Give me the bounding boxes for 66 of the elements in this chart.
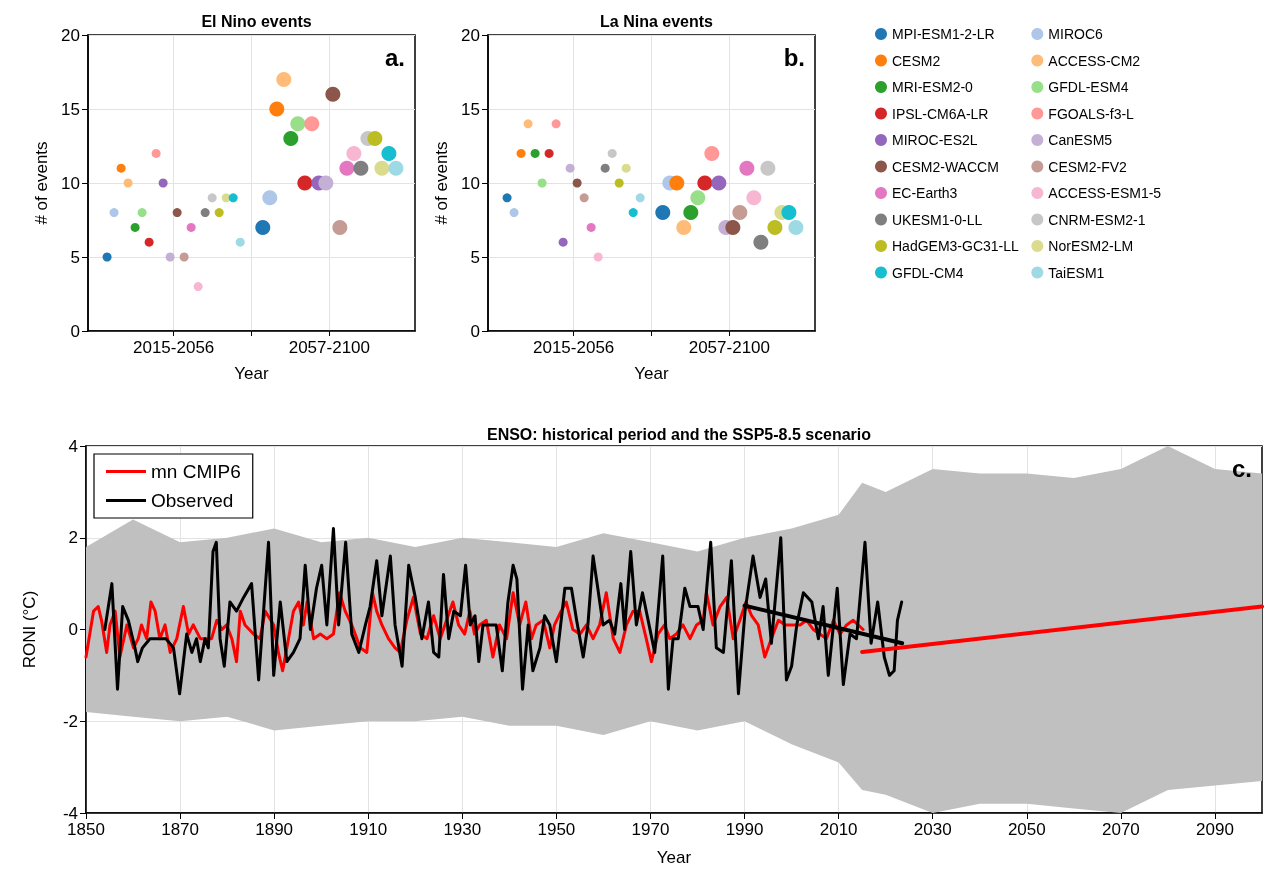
y-tick-label: 15 — [461, 99, 480, 119]
legend-label: mn CMIP6 — [151, 461, 241, 482]
chart-title: ENSO: historical period and the SSP5-8.5 scenario — [486, 425, 872, 443]
legend-label: ACCESS-CM2 — [1048, 52, 1141, 69]
x-tick-label: 2070 — [1101, 820, 1140, 839]
y-tick-label: 2 — [68, 528, 78, 548]
annotation: a. — [384, 43, 405, 71]
y-tick-label: 20 — [61, 25, 80, 45]
y-tick-label: 0 — [70, 321, 80, 341]
x-tick-label: 1890 — [255, 820, 294, 839]
legend-label: MPI-ESM1-2-LR — [892, 26, 995, 42]
legend-label: MIROC6 — [1048, 26, 1103, 42]
y-tick-label: 0 — [470, 321, 480, 341]
y-tick-label: 4 — [68, 436, 78, 456]
y-tick-label: 5 — [70, 247, 80, 267]
annotation: c. — [1231, 454, 1252, 482]
legend-label: EC-Earth3 — [892, 185, 958, 201]
annotation: b. — [783, 43, 805, 71]
legend-label: NorESM2-LM — [1048, 238, 1134, 254]
x-tick-label: 2057-2100 — [688, 338, 771, 357]
x-tick-label: 2057-2100 — [288, 338, 371, 357]
x-tick-label: 2015-2056 — [532, 338, 615, 357]
x-tick-label: 1910 — [349, 820, 388, 839]
x-tick-label: 1850 — [67, 820, 105, 839]
x-tick-label: 2010 — [819, 820, 858, 839]
chart-title: La Nina events — [600, 12, 714, 30]
y-tick-label: 10 — [61, 173, 80, 193]
legend-label: MIROC-ES2L — [892, 132, 978, 148]
legend-label: CNRM-ESM2-1 — [1048, 211, 1146, 228]
y-axis-title: # of events — [32, 141, 51, 225]
y-axis-title: # of events — [432, 141, 451, 225]
x-tick-label: 1970 — [631, 820, 670, 839]
y-axis-title: RONI (°C) — [20, 590, 39, 669]
y-tick-label: -4 — [62, 803, 78, 823]
y-tick-label: 5 — [470, 247, 480, 267]
y-tick-label: 10 — [461, 173, 480, 193]
x-tick-label: 2050 — [1007, 820, 1046, 839]
legend-label: IPSL-CM6A-LR — [892, 105, 989, 122]
x-axis-title: Year — [656, 848, 692, 867]
x-tick-label: 1950 — [537, 820, 576, 839]
legend-label: UKESM1-0-LL — [892, 211, 983, 228]
legend-label: CESM2-FV2 — [1048, 158, 1128, 175]
chart-title: El Nino events — [201, 12, 312, 30]
legend-label: TaiESM1 — [1048, 264, 1105, 281]
x-tick-label: 1870 — [161, 820, 199, 839]
x-tick-label: 1990 — [725, 820, 764, 839]
x-tick-label: 2090 — [1196, 820, 1234, 839]
x-tick-label: 2030 — [913, 820, 952, 839]
legend-label: ACCESS-ESM1-5 — [1048, 185, 1162, 201]
legend-label: CanESM5 — [1048, 132, 1113, 148]
y-tick-label: 15 — [61, 99, 80, 119]
x-tick-label: 1930 — [443, 820, 482, 839]
legend-label: GFDL-CM4 — [892, 264, 964, 281]
y-tick-label: 0 — [68, 620, 78, 639]
x-axis-title: Year — [634, 364, 670, 383]
legend-label: CESM2-WACCM — [892, 158, 999, 175]
legend-label: CESM2 — [892, 52, 941, 69]
legend-label: FGOALS-f3-L — [1048, 105, 1135, 122]
legend-label: GFDL-ESM4 — [1048, 79, 1129, 95]
y-tick-label: -2 — [62, 711, 78, 731]
y-tick-label: 20 — [461, 25, 480, 45]
legend-label: Observed — [151, 490, 234, 511]
legend-label: HadGEM3-GC31-LL — [892, 238, 1020, 254]
x-axis-title: Year — [234, 364, 270, 383]
legend-label: MRI-ESM2-0 — [892, 79, 974, 95]
x-tick-label: 2015-2056 — [132, 338, 215, 357]
